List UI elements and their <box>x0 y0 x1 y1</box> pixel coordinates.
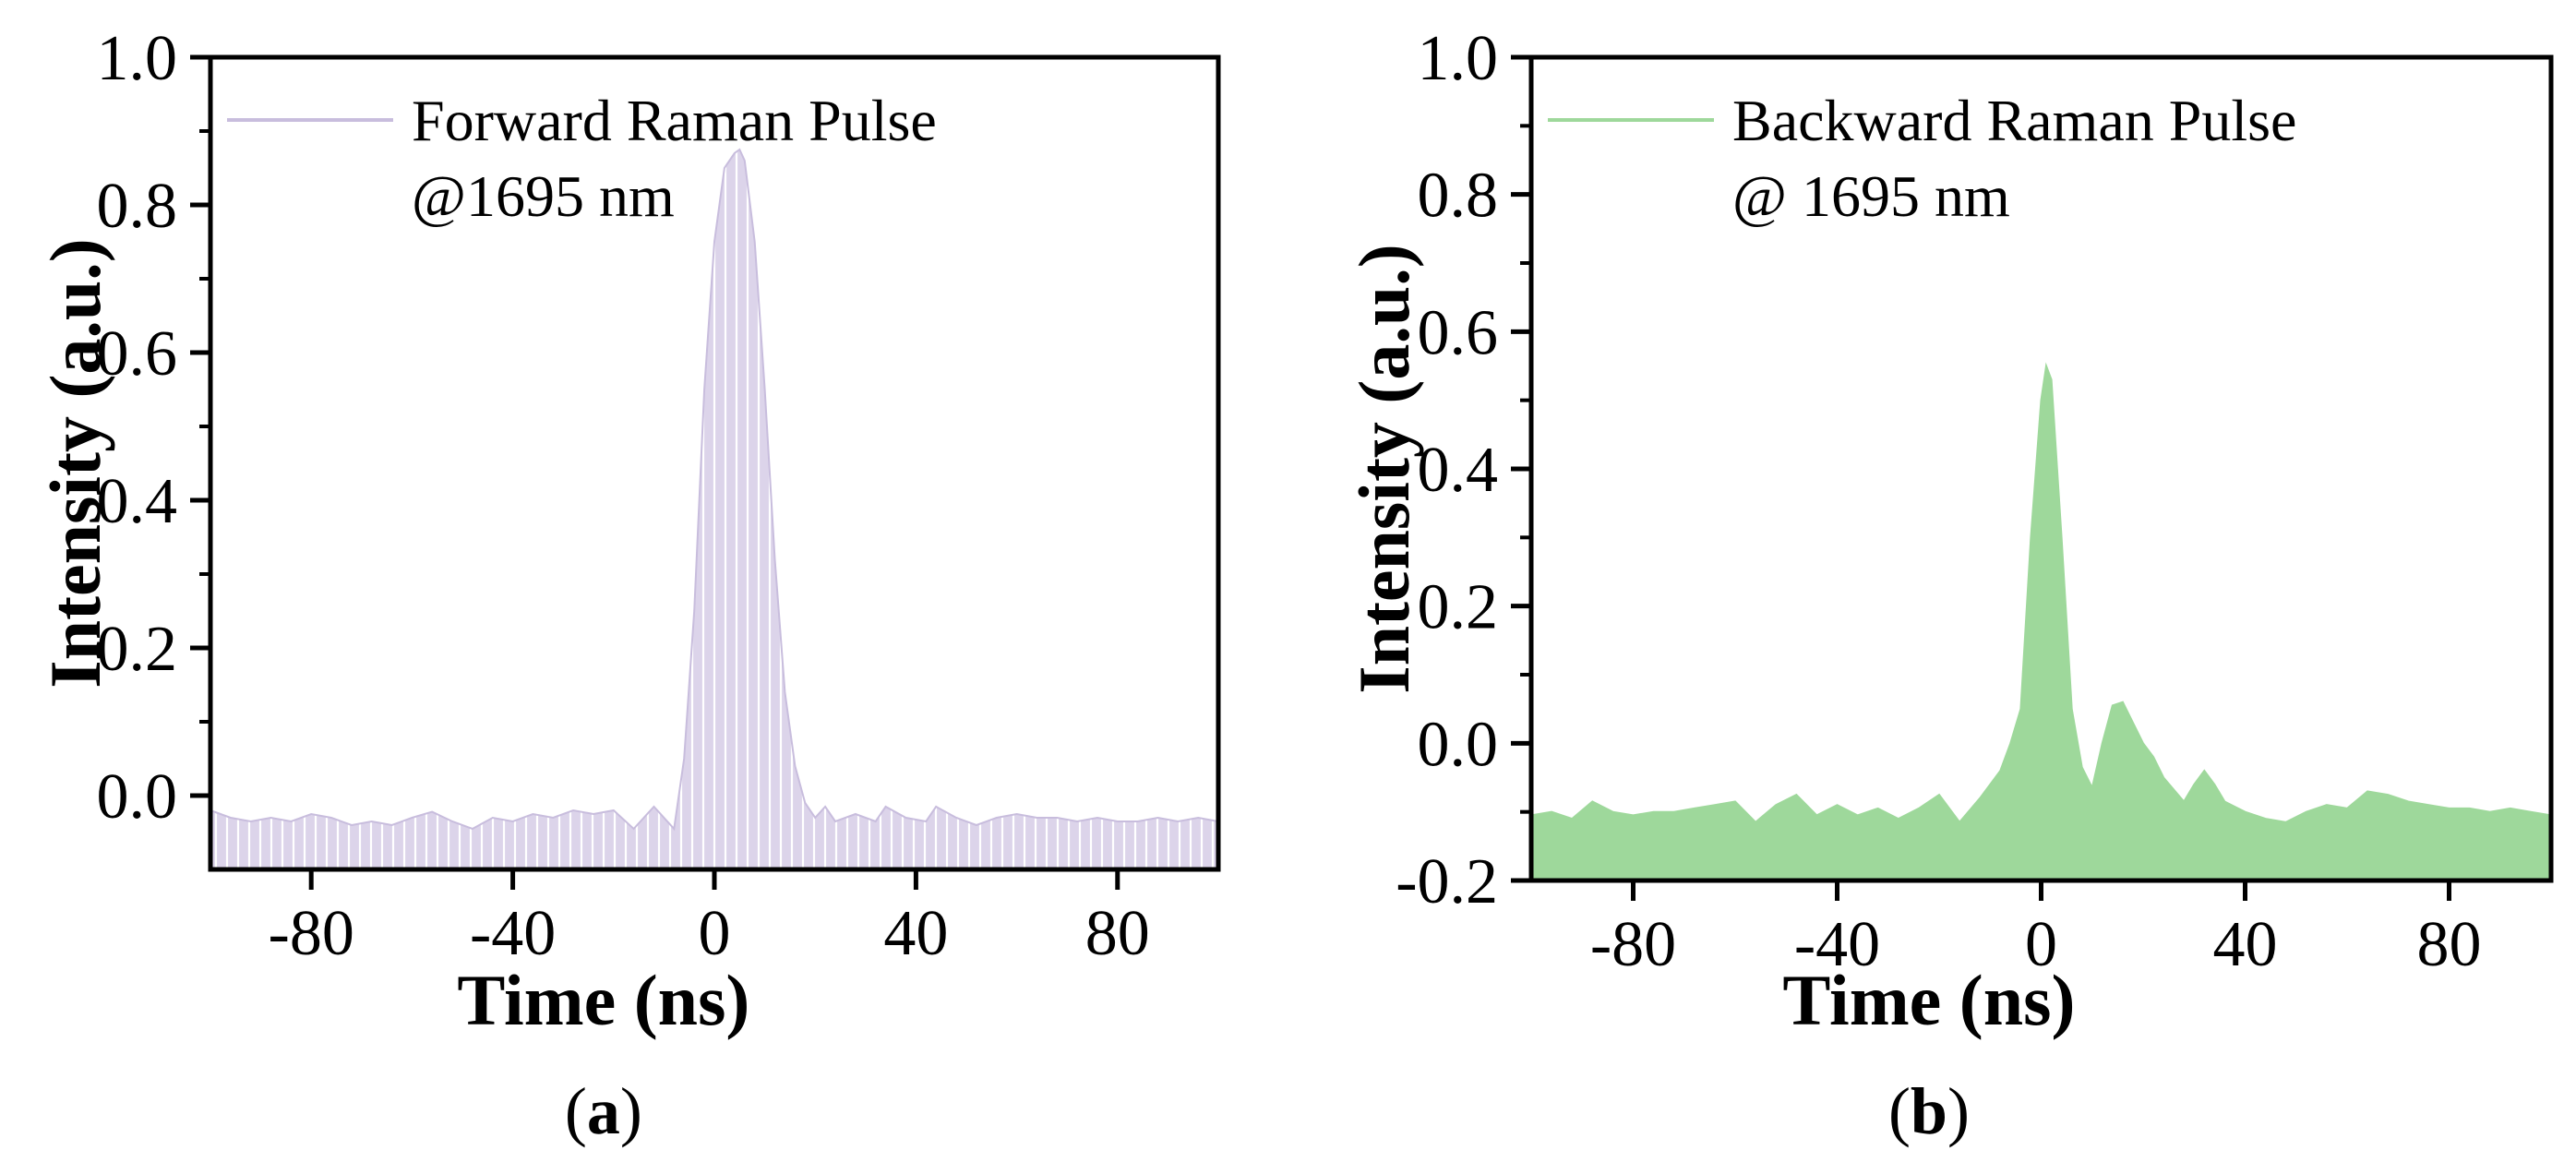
panel-b-axes-frame <box>1528 54 2554 883</box>
panel-b-y-tick-label: 0.6 <box>1418 297 1499 368</box>
panel-a-x-tick-label: 80 <box>1085 898 1150 969</box>
panel-a-caption-letter: a <box>587 1074 620 1148</box>
panel-b-y-tick-label: 0.2 <box>1418 572 1499 643</box>
panel-a-y-tick-label: 0.0 <box>97 761 178 833</box>
panel-b-plot-area <box>1531 362 2551 880</box>
panel-a-x-tick-label: -80 <box>269 898 354 969</box>
panel-a-legend: Forward Raman Pulse @1695 nm <box>227 88 937 229</box>
panel-b-legend-sublabel: @ 1695 nm <box>1732 163 2010 229</box>
panel-a-x-tick-label: 0 <box>699 898 731 969</box>
panel-a-legend-sublabel: @1695 nm <box>412 163 675 229</box>
panel-b-x-tick-label: -80 <box>1590 909 1676 980</box>
panel-b-y-tick-label: -0.2 <box>1396 846 1498 917</box>
panel-b-y-ticks: -0.2 0.0 0.2 0.4 0.6 0.8 1.0 <box>1396 23 1531 917</box>
panel-b-x-tick-label: 80 <box>2417 909 2482 980</box>
panel-b-y-axis-label: Intensity (a.u.) <box>1344 244 1424 694</box>
panel-a-y-axis-label: Intensity (a.u.) <box>35 238 115 689</box>
panel-a-y-tick-label: 1.0 <box>97 23 178 94</box>
panel-b-caption: (b) <box>1888 1074 1970 1148</box>
panel-a-y-tick-label: 0.8 <box>97 171 178 242</box>
panel-a-axes-frame <box>208 54 1221 872</box>
panel-b-legend: Backward Raman Pulse @ 1695 nm <box>1548 88 2296 229</box>
panel-a-y-ticks: 0.0 0.2 0.4 0.6 0.8 1.0 <box>97 23 210 833</box>
panel-a-y-tick-label: 0.4 <box>97 466 178 537</box>
panel-b-y-tick-label: 0.8 <box>1418 161 1499 232</box>
panel-b-x-ticks: -80 -40 0 40 80 <box>1590 880 2482 980</box>
panel-a-chart: 0.0 0.2 0.4 0.6 0.8 1.0 -80 -40 0 40 80 Forward R… <box>35 23 1221 1148</box>
panel-a-x-tick-label: -40 <box>470 898 556 969</box>
panel-b-y-tick-label: 0.4 <box>1418 435 1499 506</box>
panel-b-y-tick-label: 1.0 <box>1418 23 1499 94</box>
panel-b-x-tick-label: -40 <box>1794 909 1880 980</box>
panel-b-legend-label: Backward Raman Pulse <box>1732 88 2296 153</box>
panel-b-caption-letter: b <box>1911 1074 1947 1148</box>
panel-a-legend-label: Forward Raman Pulse <box>412 88 937 153</box>
panel-b-chart: -0.2 0.0 0.2 0.4 0.6 0.8 1.0 -80 -40 0 40 80 Backw… <box>1344 23 2554 1148</box>
panel-b-y-tick-label: 0.0 <box>1418 709 1499 780</box>
panel-a-y-tick-label: 0.6 <box>97 318 178 389</box>
panel-a-caption: (a) <box>565 1074 642 1148</box>
panel-a-plot-area <box>210 148 1218 869</box>
panel-b-series-area <box>1531 362 2551 880</box>
panel-a-x-tick-label: 40 <box>883 898 948 969</box>
panel-a-y-tick-label: 0.2 <box>97 614 178 685</box>
panel-b-x-axis-label: Time (ns) <box>1782 960 2075 1040</box>
panel-b-x-tick-label: 40 <box>2213 909 2278 980</box>
panel-a-series-area <box>210 148 1218 869</box>
panel-b-x-tick-label: 0 <box>2025 909 2057 980</box>
panel-a-x-axis-label: Time (ns) <box>457 960 749 1040</box>
panel-a-x-ticks: -80 -40 0 40 80 <box>269 869 1150 969</box>
